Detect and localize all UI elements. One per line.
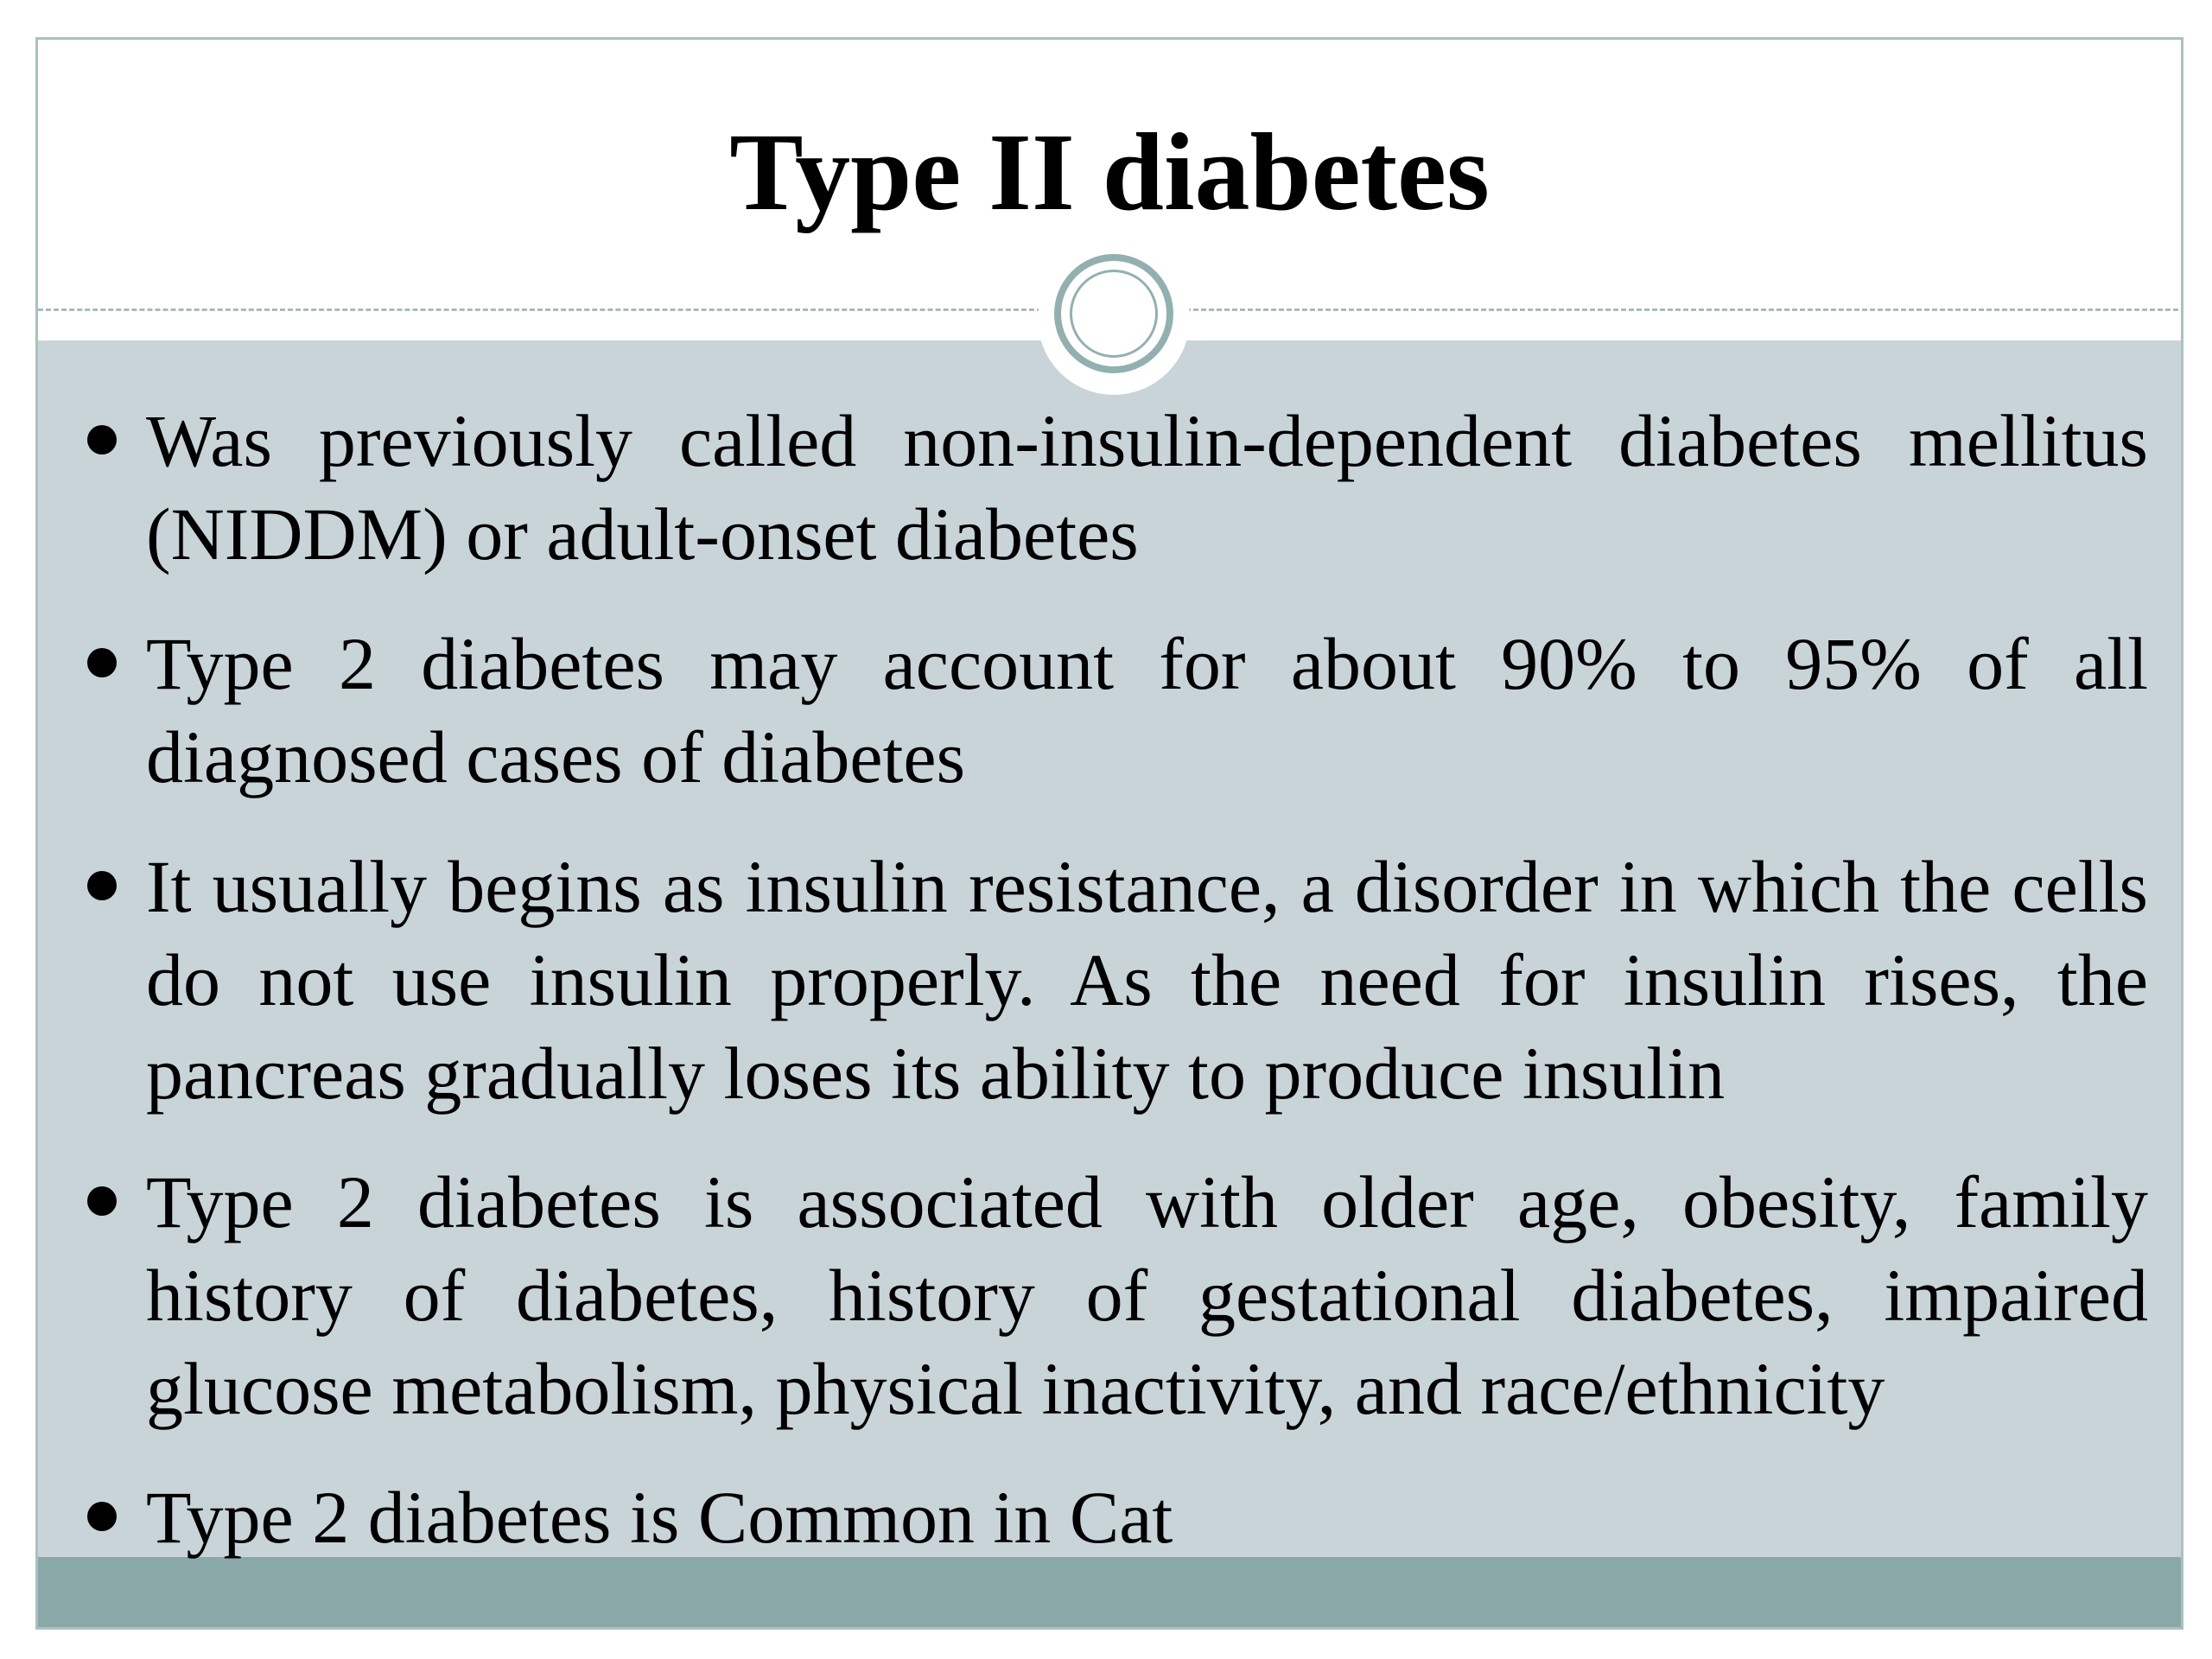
- bullet-item: It usually begins as insulin resistance,…: [87, 840, 2148, 1120]
- bullet-marker: [87, 1186, 117, 1216]
- bullet-text: Was previously called non-insulin-depend…: [146, 399, 2148, 575]
- bullet-text: It usually begins as insulin resistance,…: [146, 845, 2148, 1115]
- footer-band: [38, 1557, 2181, 1627]
- slide-title: Type II diabetes: [729, 111, 1490, 233]
- bullet-text: Type 2 diabetes is Common in Cat: [146, 1476, 1173, 1559]
- bullet-marker: [87, 871, 117, 900]
- divider-ring-ornament: [1054, 254, 1173, 373]
- divider-ring-inner: [1070, 270, 1158, 358]
- title-divider-left: [38, 308, 1042, 311]
- bullet-item: Type 2 diabetes may account for about 90…: [87, 617, 2148, 804]
- bullet-marker: [87, 425, 117, 454]
- title-divider-right: [1185, 308, 2181, 311]
- bullet-item: Type 2 diabetes is Common in Cat: [87, 1471, 2148, 1564]
- bullet-text: Type 2 diabetes is associated with older…: [146, 1160, 2148, 1430]
- content-panel: [38, 340, 2181, 1557]
- slide: Type II diabetes Was previously called n…: [35, 37, 2183, 1630]
- bullet-item: Type 2 diabetes is associated with older…: [87, 1155, 2148, 1435]
- bullet-marker: [87, 1502, 117, 1531]
- bullet-marker: [87, 648, 117, 677]
- bullet-item: Was previously called non-insulin-depend…: [87, 394, 2148, 581]
- bullet-list: Was previously called non-insulin-depend…: [38, 40, 2181, 1627]
- bullet-text: Type 2 diabetes may account for about 90…: [146, 622, 2148, 798]
